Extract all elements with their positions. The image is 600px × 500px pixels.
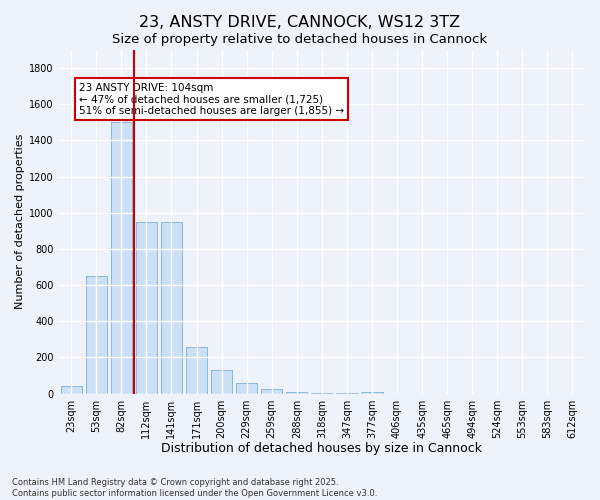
Text: 23, ANSTY DRIVE, CANNOCK, WS12 3TZ: 23, ANSTY DRIVE, CANNOCK, WS12 3TZ [139, 15, 461, 30]
Bar [186, 346, 207, 394]
Bar [261, 389, 283, 394]
Bar [161, 222, 182, 394]
Bar [136, 222, 157, 394]
Bar [311, 392, 332, 394]
Bar [61, 386, 82, 394]
Text: Contains HM Land Registry data © Crown copyright and database right 2025.
Contai: Contains HM Land Registry data © Crown c… [12, 478, 377, 498]
Bar [236, 382, 257, 394]
X-axis label: Distribution of detached houses by size in Cannock: Distribution of detached houses by size … [161, 442, 482, 455]
Bar [361, 392, 383, 394]
Bar [286, 392, 307, 394]
Bar [86, 276, 107, 394]
Bar [211, 370, 232, 394]
Text: 23 ANSTY DRIVE: 104sqm
← 47% of detached houses are smaller (1,725)
51% of semi-: 23 ANSTY DRIVE: 104sqm ← 47% of detached… [79, 82, 344, 116]
Y-axis label: Number of detached properties: Number of detached properties [15, 134, 25, 310]
Text: Size of property relative to detached houses in Cannock: Size of property relative to detached ho… [112, 32, 488, 46]
Bar [110, 122, 132, 394]
Bar [336, 392, 358, 394]
